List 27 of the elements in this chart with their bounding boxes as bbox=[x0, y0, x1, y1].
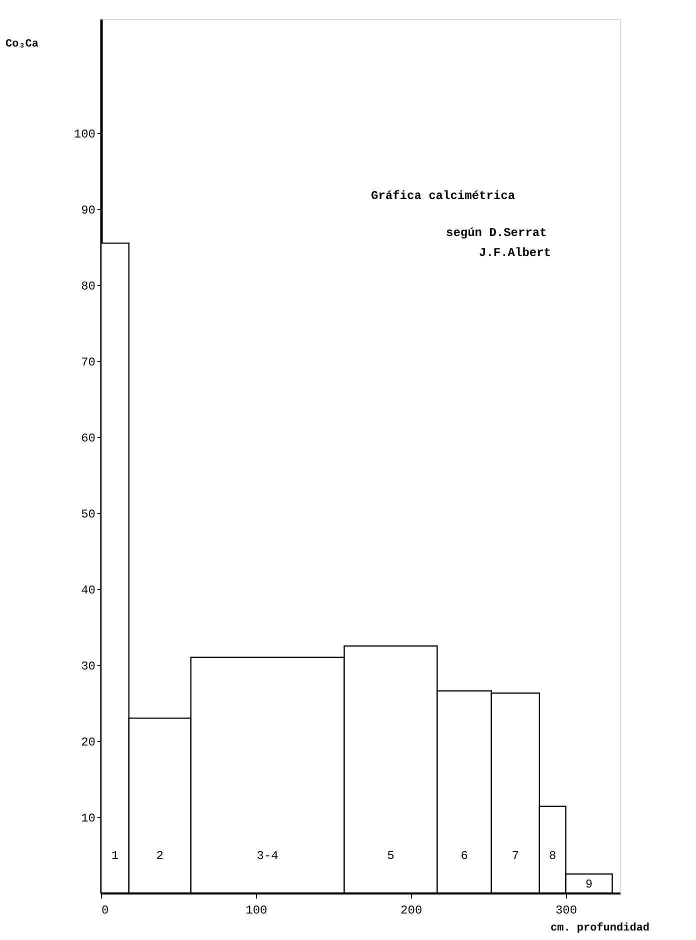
y-tick-label: 50 bbox=[81, 508, 96, 522]
y-tick-label: 60 bbox=[81, 432, 96, 446]
y-tick-label: 90 bbox=[81, 204, 96, 218]
annotation: 1 bbox=[111, 849, 119, 863]
annotation: J.F.Albert bbox=[479, 246, 552, 260]
annotation: 9 bbox=[585, 878, 593, 892]
y-tick-label: 40 bbox=[81, 584, 96, 598]
y-tick-label: 20 bbox=[81, 736, 96, 750]
y-tick-label: 70 bbox=[81, 356, 96, 370]
annotation: 2 bbox=[156, 849, 164, 863]
annotation: 7 bbox=[512, 849, 520, 863]
x-tick-label: 100 bbox=[246, 904, 268, 918]
y-tick-label: 10 bbox=[81, 812, 96, 826]
x-tick-label: 300 bbox=[555, 904, 578, 918]
x-tick-label: 200 bbox=[400, 904, 422, 918]
y-tick-label: 30 bbox=[81, 660, 96, 674]
x-tick-label: 0 bbox=[102, 904, 109, 918]
annotation: según D.Serrat bbox=[446, 226, 547, 240]
x-axis-title: cm. profundidad bbox=[550, 922, 650, 934]
y-tick-label: 100 bbox=[74, 128, 96, 142]
annotation: 8 bbox=[549, 849, 556, 863]
annotation: 6 bbox=[460, 849, 468, 863]
y-axis-title: Co₃Ca bbox=[6, 38, 39, 50]
text: Gráfica calcimétrica bbox=[371, 189, 516, 203]
annotation: 3-4 bbox=[256, 849, 278, 863]
annotation: 5 bbox=[387, 849, 394, 863]
y-tick-label: 80 bbox=[81, 280, 96, 294]
